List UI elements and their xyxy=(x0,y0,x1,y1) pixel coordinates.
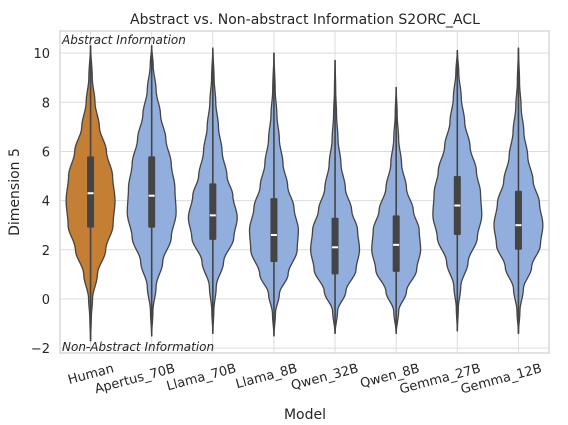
x-tick-label: Llama_8B xyxy=(234,361,299,392)
violin-qwen-32b xyxy=(309,59,361,334)
y-tick-label: 6 xyxy=(42,145,50,160)
violin-qwen-8b xyxy=(371,86,422,334)
x-tick-label: Qwen_32B xyxy=(290,361,361,393)
y-axis-label: Dimension 5 xyxy=(7,148,23,236)
violin-gemma-27b xyxy=(432,50,483,332)
violin-human xyxy=(65,45,116,342)
violin-apertus-70b xyxy=(126,45,177,337)
y-tick-label: 2 xyxy=(42,244,50,259)
y-tick-label: 10 xyxy=(33,47,50,62)
violin-iqr-box xyxy=(148,156,156,228)
non-abstract-information-annotation: Non-Abstract Information xyxy=(62,340,214,354)
abstract-information-annotation: Abstract Information xyxy=(61,33,186,47)
y-tick-label: 8 xyxy=(42,96,50,111)
violin-iqr-box xyxy=(392,215,400,272)
violin-iqr-box xyxy=(514,190,522,250)
y-tick-label: −2 xyxy=(31,342,50,357)
y-tick-label: 4 xyxy=(42,195,50,210)
violin-iqr-box xyxy=(209,183,217,240)
violins xyxy=(65,45,544,342)
violin-iqr-box xyxy=(270,198,278,263)
x-axis-label: Model xyxy=(284,407,326,423)
violin-llama-8b xyxy=(248,52,300,337)
violin-iqr-box xyxy=(331,217,339,275)
y-axis-ticks: −2 0 2 4 6 8 10 xyxy=(31,47,50,357)
y-tick-label: 0 xyxy=(42,293,50,308)
violin-gemma-12b xyxy=(493,47,544,334)
plot-frame xyxy=(59,30,550,354)
x-tick-label: Llama_70B xyxy=(165,361,238,394)
violin-llama-70b xyxy=(187,47,238,334)
x-axis-ticks: HumanApertus_70BLlama_70BLlama_8BQwen_32… xyxy=(66,361,543,397)
plot-area xyxy=(59,30,550,354)
violin-iqr-box xyxy=(87,156,95,228)
chart-title: Abstract vs. Non-abstract Information S2… xyxy=(130,12,480,28)
